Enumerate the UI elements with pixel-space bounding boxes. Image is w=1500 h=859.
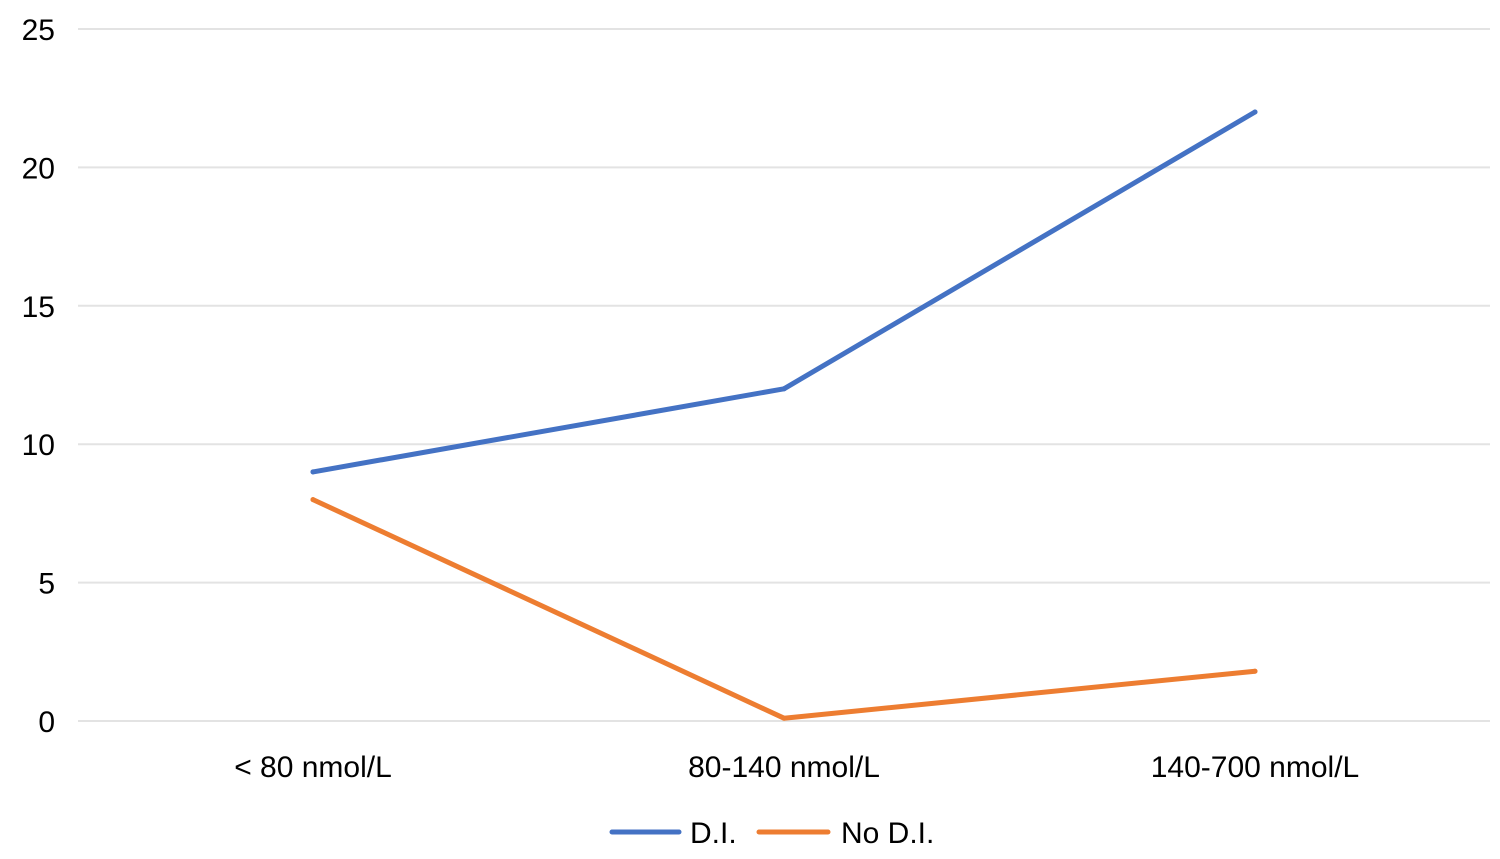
data-point <box>310 469 316 475</box>
legend-item-di: D.I. <box>609 817 737 850</box>
series-line-no-di <box>310 497 1258 721</box>
data-point <box>310 497 316 503</box>
legend: D.I. No D.I. <box>609 817 934 850</box>
data-point <box>781 715 787 721</box>
series-lines <box>310 109 1258 721</box>
series-line-di <box>310 109 1258 475</box>
legend-label: D.I. <box>690 817 737 850</box>
legend-item-no-di: No D.I. <box>756 817 934 850</box>
legend-label: No D.I. <box>841 817 934 850</box>
y-tick-label: 25 <box>22 14 55 47</box>
data-point <box>1252 668 1258 674</box>
y-tick-label: 0 <box>38 706 55 739</box>
y-tick-label: 20 <box>22 152 55 185</box>
data-point <box>781 386 787 392</box>
y-tick-label: 15 <box>22 291 55 324</box>
x-axis-tick-labels: < 80 nmol/L 80-140 nmol/L 140-700 nmol/L <box>234 751 1359 784</box>
x-tick-label: < 80 nmol/L <box>234 751 392 784</box>
data-point <box>1252 109 1258 115</box>
x-tick-label: 80-140 nmol/L <box>688 751 880 784</box>
gridlines <box>78 28 1490 722</box>
x-tick-label: 140-700 nmol/L <box>1151 751 1359 784</box>
y-axis-tick-labels: 0 5 10 15 20 25 <box>22 14 55 739</box>
y-tick-label: 5 <box>38 568 55 601</box>
y-tick-label: 10 <box>22 429 55 462</box>
